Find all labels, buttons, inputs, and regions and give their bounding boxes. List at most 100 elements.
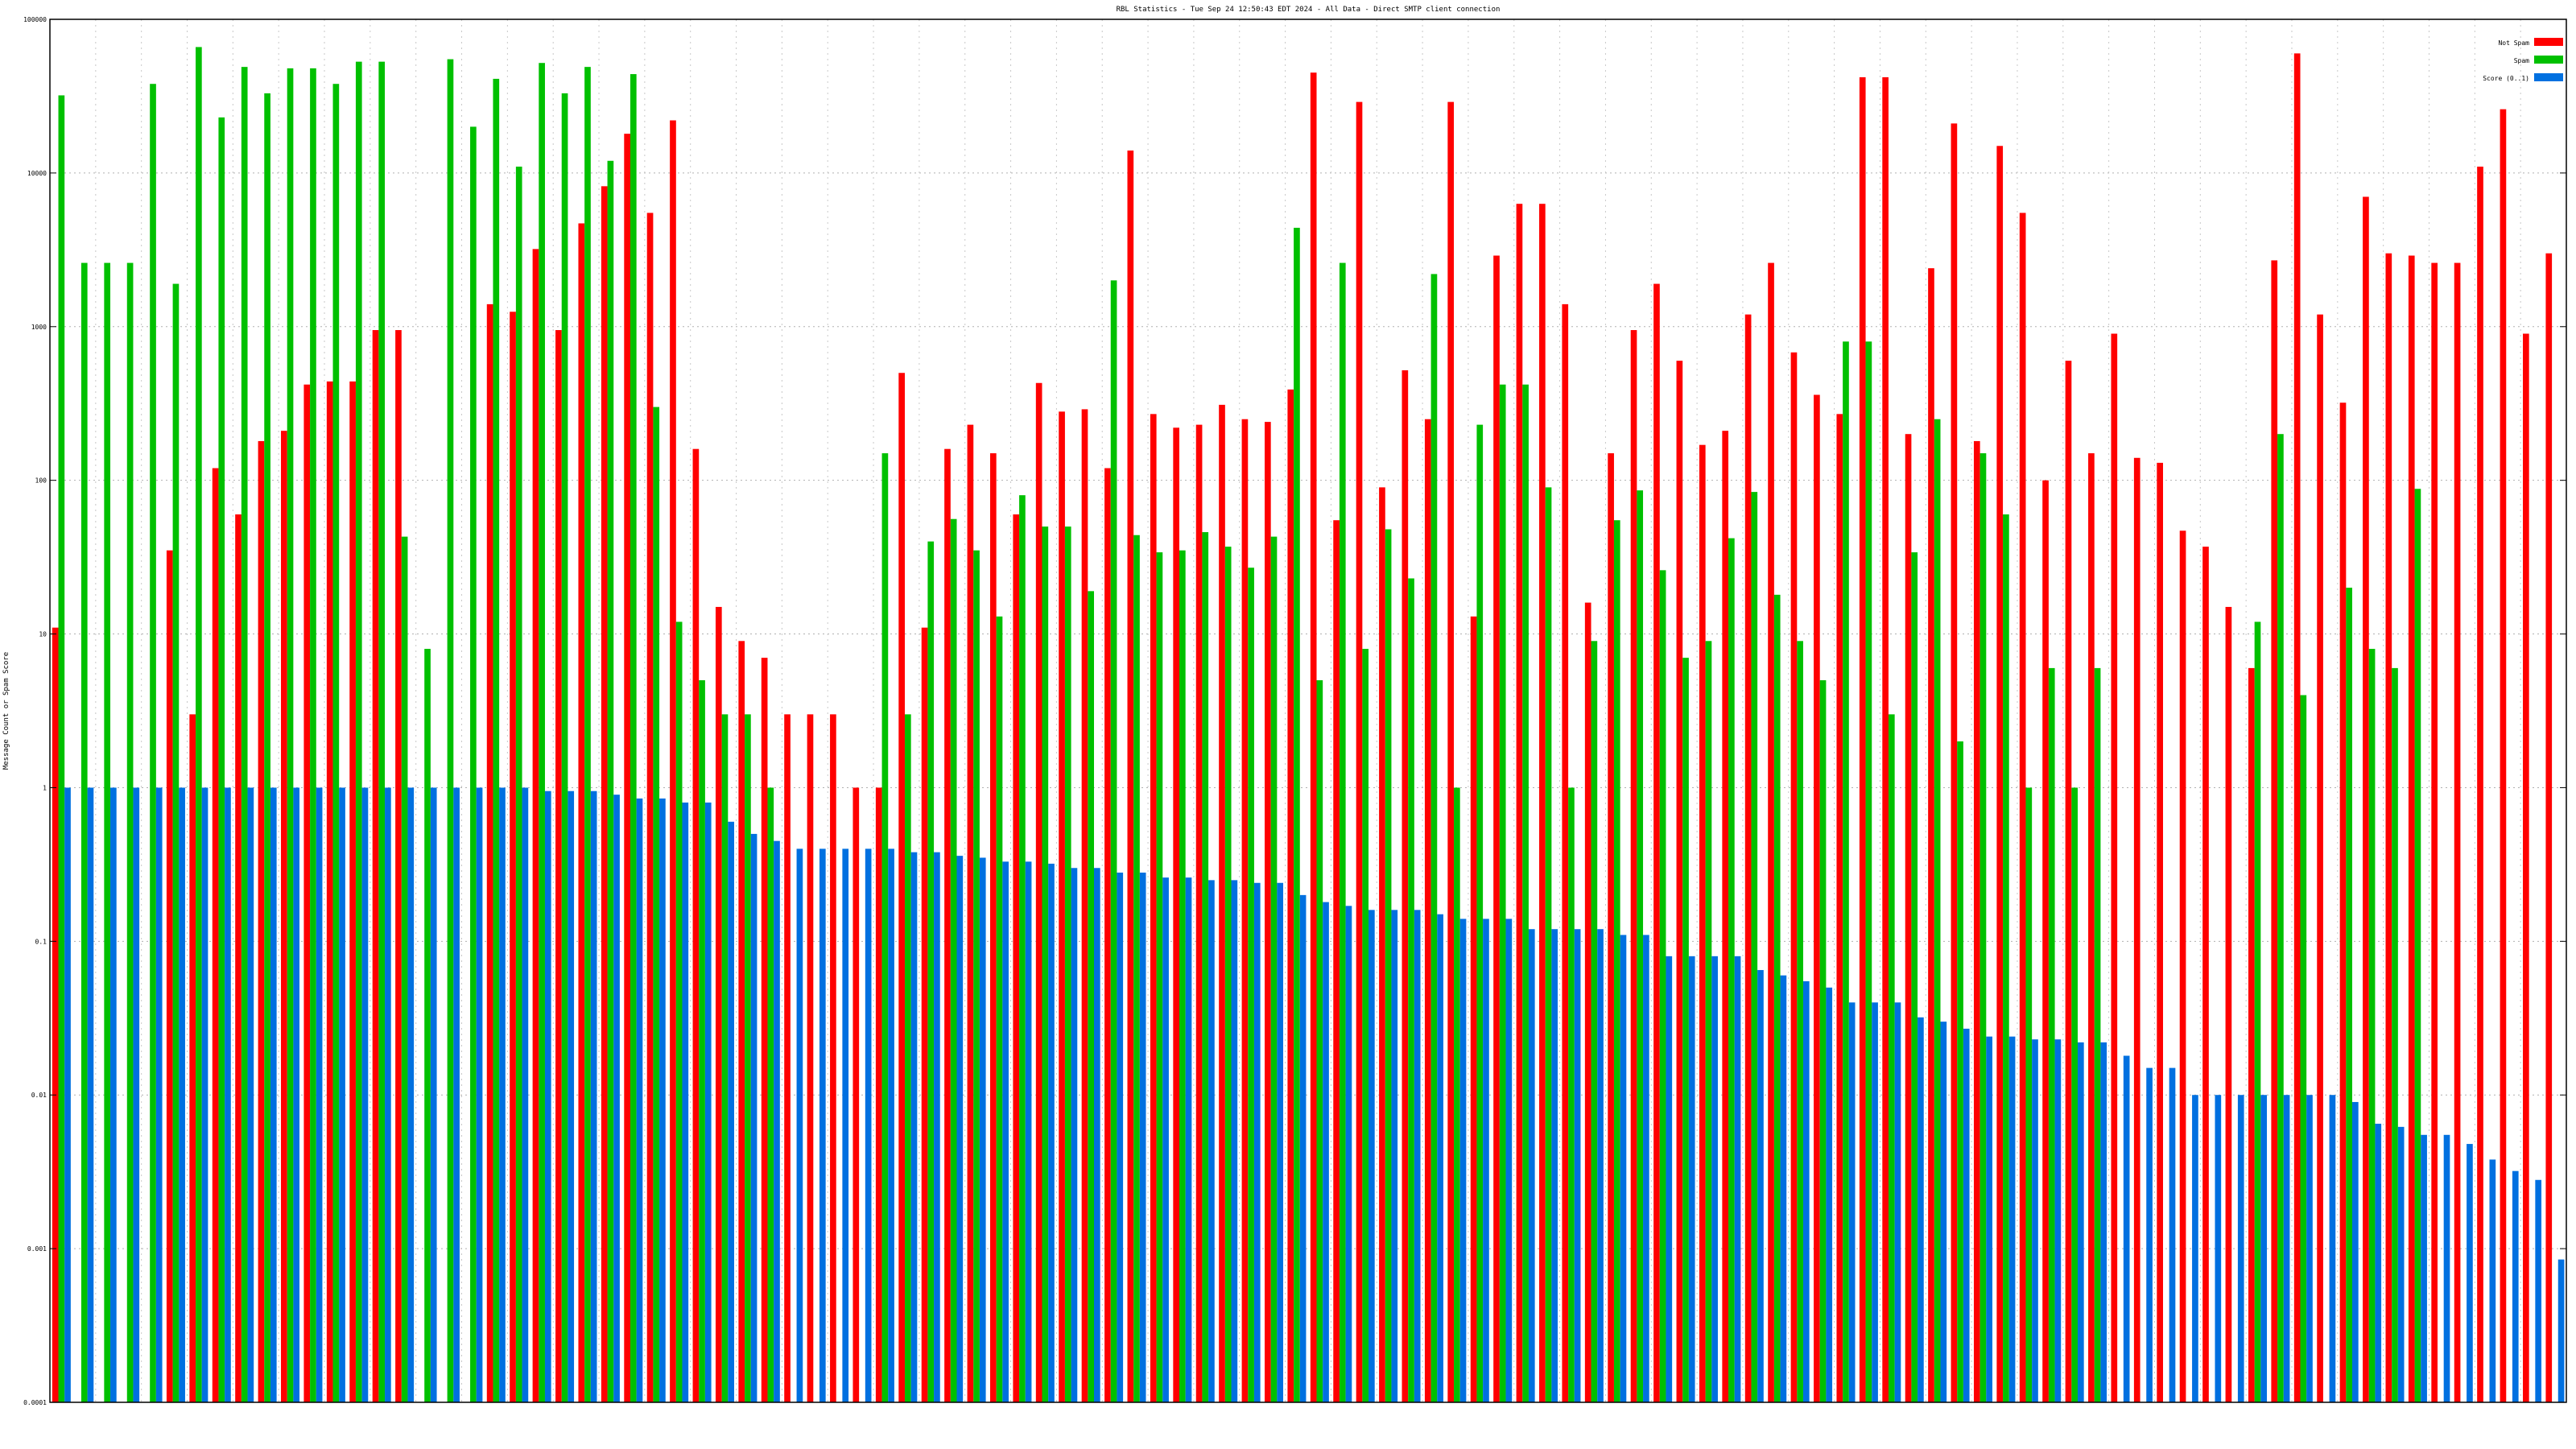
bar-spam <box>1202 532 1209 1402</box>
bar-spam <box>973 550 980 1403</box>
bar-score <box>613 795 620 1402</box>
legend-swatch <box>2534 73 2563 81</box>
bar-score <box>956 856 964 1402</box>
bar-spam <box>80 262 88 1402</box>
bar-score <box>155 787 163 1402</box>
bar-score <box>865 848 872 1402</box>
bar-not-spam <box>258 440 265 1402</box>
bar-score <box>2260 1095 2268 1402</box>
bar-score <box>2123 1055 2130 1402</box>
bar-not-spam <box>646 213 654 1402</box>
bar-spam <box>447 59 454 1402</box>
bar-score <box>1597 929 1604 1402</box>
bar-not-spam <box>2202 547 2209 1402</box>
bar-not-spam <box>2088 453 2095 1403</box>
bar-spam <box>1728 538 1735 1402</box>
bar-not-spam <box>166 550 173 1403</box>
bar-spam <box>1637 490 1644 1402</box>
bar-spam <box>1659 570 1666 1402</box>
bar-spam <box>767 787 774 1402</box>
y-tick-label: 100 <box>35 477 47 485</box>
bar-not-spam <box>738 641 745 1402</box>
bar-not-spam <box>1996 146 2004 1402</box>
bar-not-spam <box>1265 422 1271 1402</box>
bar-not-spam <box>326 381 333 1402</box>
bar-not-spam <box>52 627 59 1402</box>
bar-not-spam <box>2477 166 2483 1402</box>
bar-not-spam <box>1676 361 1683 1403</box>
bar-score <box>2512 1170 2519 1402</box>
bar-score <box>2077 1042 2084 1402</box>
bar-not-spam <box>1584 602 1591 1402</box>
bar-score <box>2008 1036 2016 1402</box>
bar-score <box>774 840 780 1402</box>
bar-spam <box>950 518 957 1402</box>
bar-score <box>361 787 369 1402</box>
legend: Not Spam Spam Score (0..1) <box>2483 38 2563 82</box>
bar-not-spam <box>2363 196 2369 1402</box>
bar-not-spam <box>1859 76 1866 1403</box>
bar-spam <box>218 117 225 1402</box>
bar-score <box>659 798 666 1402</box>
y-axis-ticks: 100000 10000 1000 100 10 1 0.1 0.01 0.001 0.0001 <box>23 16 2566 1406</box>
bar-spam <box>2300 695 2307 1402</box>
bar-score <box>1139 872 1146 1402</box>
bar-score <box>1620 935 1627 1402</box>
bar-score <box>1391 910 1398 1402</box>
bar-spam <box>1979 453 1987 1403</box>
bar-not-spam <box>1699 444 1706 1402</box>
bar-score <box>682 802 689 1402</box>
bar-score <box>750 833 758 1402</box>
bar-score <box>544 791 551 1402</box>
bar-not-spam <box>2500 109 2507 1403</box>
bar-not-spam <box>2133 457 2140 1402</box>
bar-not-spam <box>2408 255 2415 1403</box>
bar-score <box>1551 929 1558 1402</box>
bar-not-spam <box>967 424 974 1402</box>
bar-spam <box>745 714 751 1402</box>
bar-spam <box>1751 492 1758 1403</box>
bar-score <box>1437 914 1443 1402</box>
bar-score <box>2375 1123 2382 1402</box>
legend-label: Not Spam <box>2498 39 2529 47</box>
bar-spam <box>401 536 408 1402</box>
bar-not-spam <box>1447 101 1455 1403</box>
y-tick-label: 0.001 <box>27 1245 47 1253</box>
bar-score <box>201 787 208 1402</box>
bar-spam <box>1522 384 1529 1402</box>
bar-not-spam <box>1402 369 1409 1402</box>
bar-score <box>2352 1101 2359 1402</box>
bar-spam <box>1179 550 1186 1403</box>
bar-spam <box>2277 434 2284 1402</box>
bar-spam <box>1819 680 1827 1402</box>
bar-not-spam <box>624 134 630 1403</box>
bar-score <box>2192 1095 2198 1402</box>
bar-not-spam <box>1241 419 1249 1402</box>
bar-score <box>87 787 94 1402</box>
bar-score <box>1963 1028 1970 1402</box>
bar-score <box>1986 1036 1992 1402</box>
bar-score <box>1299 894 1307 1402</box>
bar-score <box>270 787 277 1402</box>
legend-swatch <box>2534 56 2563 64</box>
bar-not-spam <box>989 453 997 1403</box>
bar-not-spam <box>1608 453 1614 1403</box>
bar-not-spam <box>486 303 493 1402</box>
bar-not-spam <box>875 787 882 1402</box>
bar-not-spam <box>1013 514 1020 1402</box>
bar-not-spam <box>1790 352 1798 1402</box>
bar-spam <box>493 78 500 1402</box>
bar-not-spam <box>235 514 242 1402</box>
bar-spam <box>1110 280 1117 1403</box>
bar-not-spam <box>670 120 676 1403</box>
bar-not-spam <box>281 431 287 1402</box>
bar-score <box>2237 1095 2244 1402</box>
bar-spam <box>1430 274 1438 1402</box>
bar-not-spam <box>1630 330 1637 1403</box>
bar-score <box>179 787 185 1402</box>
bar-spam <box>287 68 294 1402</box>
bar-score <box>499 787 506 1402</box>
bar-score <box>1505 919 1513 1402</box>
bar-not-spam <box>1195 424 1203 1402</box>
bar-score <box>2283 1095 2290 1402</box>
